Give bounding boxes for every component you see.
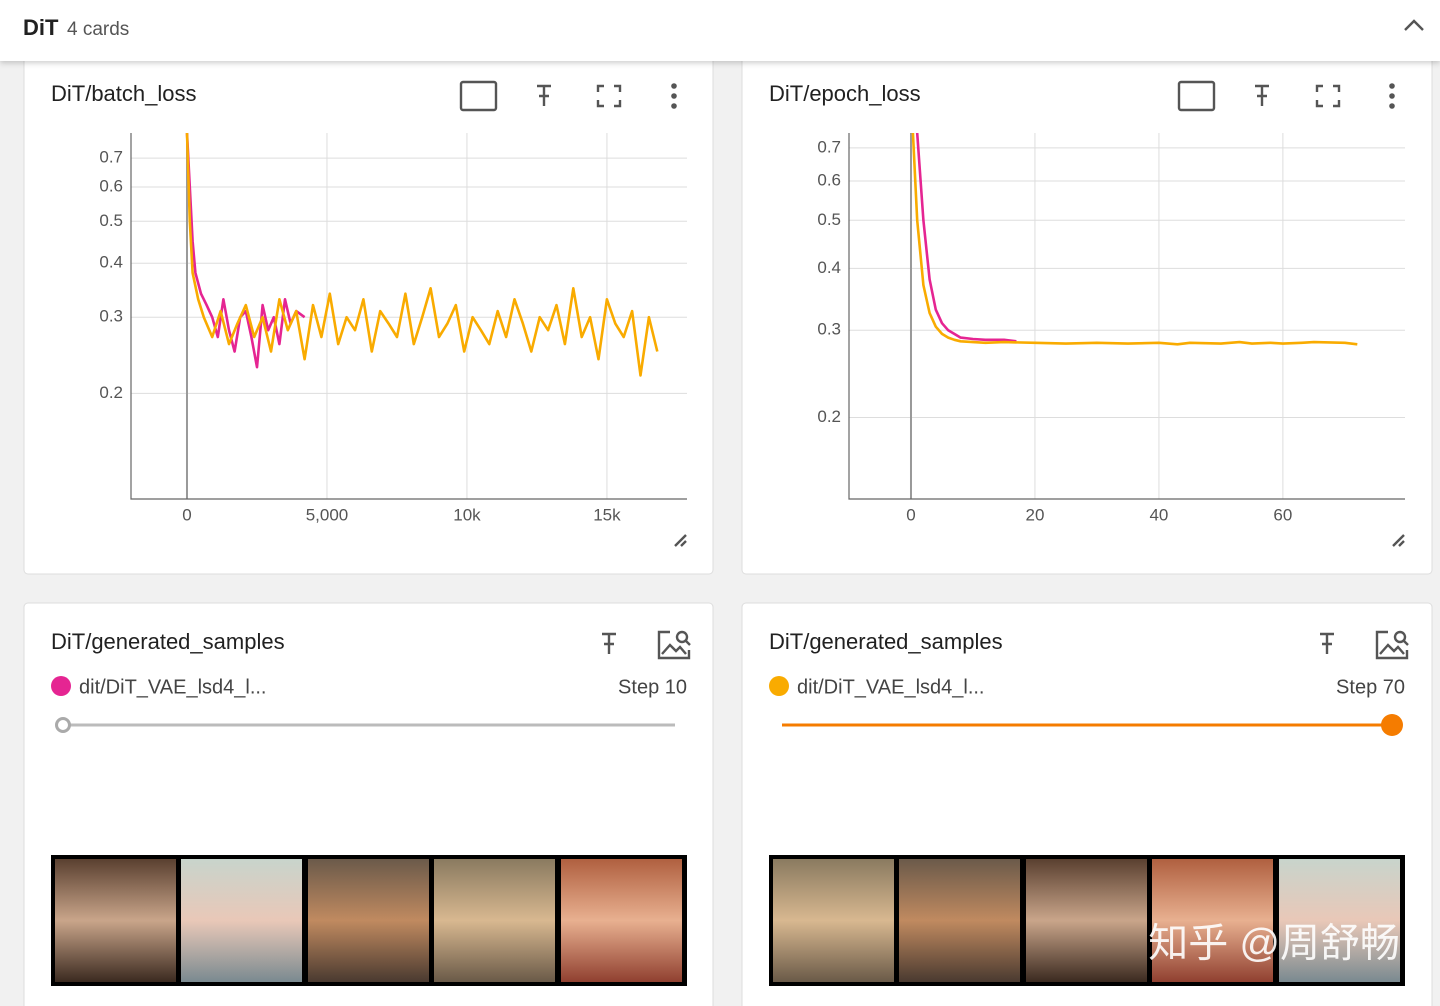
image-search-icon[interactable] [657, 630, 691, 660]
card-title: DiT/generated_samples [51, 629, 285, 654]
x-tick-label: 5,000 [306, 505, 349, 524]
axis [130, 133, 687, 500]
step-slider-thumb[interactable] [1381, 714, 1403, 736]
card [23, 49, 714, 575]
x-tick-label: 20 [1025, 505, 1044, 524]
run-color-dot [769, 676, 789, 696]
group-title: DiT [23, 15, 59, 40]
resize-icon[interactable] [1392, 534, 1405, 547]
pin-icon[interactable] [1255, 84, 1269, 106]
run-name: dit/DiT_VAE_lsd4_l... [79, 676, 267, 698]
loss-line [911, 133, 1358, 346]
x-tick-label: 15k [593, 505, 621, 524]
y-tick-label: 0.2 [817, 407, 841, 426]
x-tick-label: 40 [1149, 505, 1168, 524]
step-slider-thumb[interactable] [55, 717, 71, 733]
fullscreen-icon[interactable] [596, 84, 622, 108]
x-tick-label: 10k [453, 505, 481, 524]
y-tick-label: 0.3 [817, 320, 841, 339]
resize-icon[interactable] [674, 534, 687, 547]
card-title: DiT/batch_loss [51, 81, 197, 106]
y-tick-label: 0.4 [99, 253, 123, 272]
menu-icon[interactable] [1389, 83, 1395, 109]
fullscreen-icon[interactable] [1315, 84, 1341, 108]
fit-domain-icon[interactable] [459, 80, 498, 112]
image-search-icon[interactable] [1375, 630, 1409, 660]
card [741, 49, 1433, 575]
card-title: DiT/generated_samples [769, 629, 1003, 654]
card-title: DiT/epoch_loss [769, 81, 921, 106]
y-tick-label: 0.6 [99, 177, 123, 196]
fit-domain-icon[interactable] [1177, 80, 1216, 112]
x-tick-label: 60 [1273, 505, 1292, 524]
run-color-dot [51, 676, 71, 696]
y-tick-label: 0.2 [99, 383, 123, 402]
menu-icon[interactable] [671, 83, 677, 109]
pin-icon[interactable] [1320, 632, 1334, 654]
y-tick-label: 0.7 [817, 137, 841, 156]
y-tick-label: 0.5 [99, 211, 123, 230]
x-tick-label: 0 [906, 505, 915, 524]
loss-line [185, 133, 659, 377]
collapse-icon[interactable] [1404, 19, 1424, 31]
sample-image [51, 855, 687, 986]
y-tick-label: 0.5 [817, 210, 841, 229]
sample-image [769, 855, 1405, 986]
y-tick-label: 0.6 [817, 171, 841, 190]
plot-area [185, 133, 659, 377]
chart-toolbar [1177, 80, 1405, 547]
step-label: Step 10 [618, 676, 687, 698]
y-tick-label: 0.7 [99, 148, 123, 167]
x-tick-label: 0 [182, 505, 191, 524]
pin-icon[interactable] [602, 632, 616, 654]
run-name: dit/DiT_VAE_lsd4_l... [797, 676, 985, 698]
plot-area [911, 133, 1358, 346]
y-tick-label: 0.3 [99, 307, 123, 326]
header-bar [0, 0, 1440, 61]
y-tick-label: 0.4 [817, 258, 841, 277]
watermark: 知乎 @周舒畅 [1148, 922, 1400, 966]
pin-icon[interactable] [537, 84, 551, 106]
card-count: 4 cards [67, 19, 129, 40]
step-label: Step 70 [1336, 676, 1405, 698]
axis [848, 133, 1405, 500]
chart-toolbar [459, 80, 687, 547]
loss-line [915, 133, 1017, 343]
